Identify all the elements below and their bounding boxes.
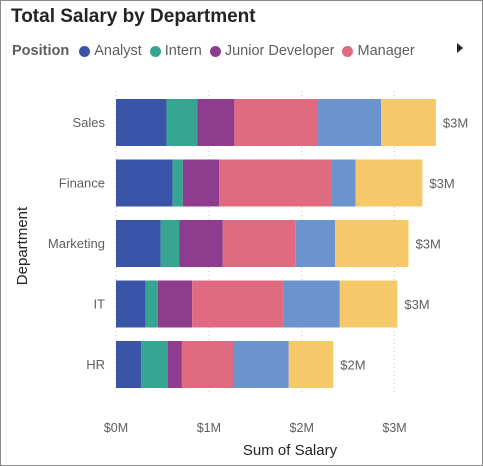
total-data-label: $3M [443,116,468,131]
bar-marketing-series-0[interactable] [116,220,161,267]
bar-sales-series-3[interactable] [234,99,318,146]
bar-it-series-1[interactable] [145,280,158,328]
legend-item-0[interactable]: Analyst [79,43,142,59]
bar-finance-series-1[interactable] [172,159,183,207]
bar-it-series-5[interactable] [339,280,398,328]
total-data-label: $3M [416,237,441,252]
y-tick-label: Marketing [48,236,105,251]
legend: Position Analyst Intern Junior Developer Ma… [12,41,423,61]
y-tick-label: Finance [59,176,105,191]
legend-swatch-icon [342,45,354,57]
bars [116,99,436,388]
legend-label: Manager [357,43,415,59]
legend-swatch-icon [79,45,91,57]
legend-title: Position [12,43,70,59]
bar-finance-series-2[interactable] [182,159,220,207]
bar-hr-series-1[interactable] [141,341,168,388]
bar-sales-series-4[interactable] [317,99,382,146]
bar-sales-series-5[interactable] [381,99,436,146]
bar-sales-series-2[interactable] [197,99,235,146]
bar-finance-series-4[interactable] [331,159,356,207]
legend-item-3[interactable]: Manager [342,43,415,59]
bar-marketing-series-2[interactable] [179,220,223,267]
x-axis-title: Sum of Salary [243,442,338,459]
bar-finance-series-5[interactable] [355,159,423,207]
total-data-label: $3M [429,176,454,191]
y-tick-label: IT [93,297,105,312]
legend-item-1[interactable]: Intern [149,43,202,59]
bar-marketing-series-5[interactable] [335,220,409,267]
bar-it-series-0[interactable] [116,280,146,328]
bar-marketing-series-1[interactable] [160,220,180,267]
bar-finance-series-0[interactable] [116,159,173,207]
bar-finance-series-3[interactable] [219,159,332,207]
bar-hr-series-3[interactable] [181,341,233,388]
legend-next-icon[interactable] [457,43,463,53]
legend-label: Intern [164,43,202,59]
labels: $0M $1M $2M $3M Sales $3M Finance $3M Marketing $… [48,115,468,435]
x-tick-label: $0M [104,421,128,435]
y-tick-label: HR [86,357,105,372]
legend-items: Analyst Intern Junior Developer Manager [79,43,423,59]
bar-it-series-2[interactable] [157,280,193,328]
bar-hr-series-5[interactable] [288,341,334,388]
x-tick-label: $1M [197,421,221,435]
total-data-label: $2M [340,358,365,373]
chart-title: Total Salary by Department [11,6,256,27]
bar-marketing-series-4[interactable] [295,220,336,267]
x-tick-label: $3M [382,421,406,435]
total-data-label: $3M [404,297,429,312]
bar-it-series-3[interactable] [192,280,284,328]
bar-sales-series-1[interactable] [166,99,198,146]
legend-swatch-icon [209,45,221,57]
legend-item-2[interactable]: Junior Developer [209,43,335,59]
bar-sales-series-0[interactable] [116,99,167,146]
bar-hr-series-0[interactable] [116,341,142,388]
x-tick-label: $2M [290,421,314,435]
y-axis-title: Department [14,206,31,285]
bar-hr-series-4[interactable] [233,341,289,388]
bar-it-series-4[interactable] [283,280,340,328]
y-tick-label: Sales [72,115,105,130]
legend-swatch-icon [149,45,161,57]
legend-label: Junior Developer [224,43,335,59]
legend-label: Analyst [94,43,142,59]
bar-marketing-series-3[interactable] [222,220,296,267]
bar-hr-series-2[interactable] [168,341,182,388]
